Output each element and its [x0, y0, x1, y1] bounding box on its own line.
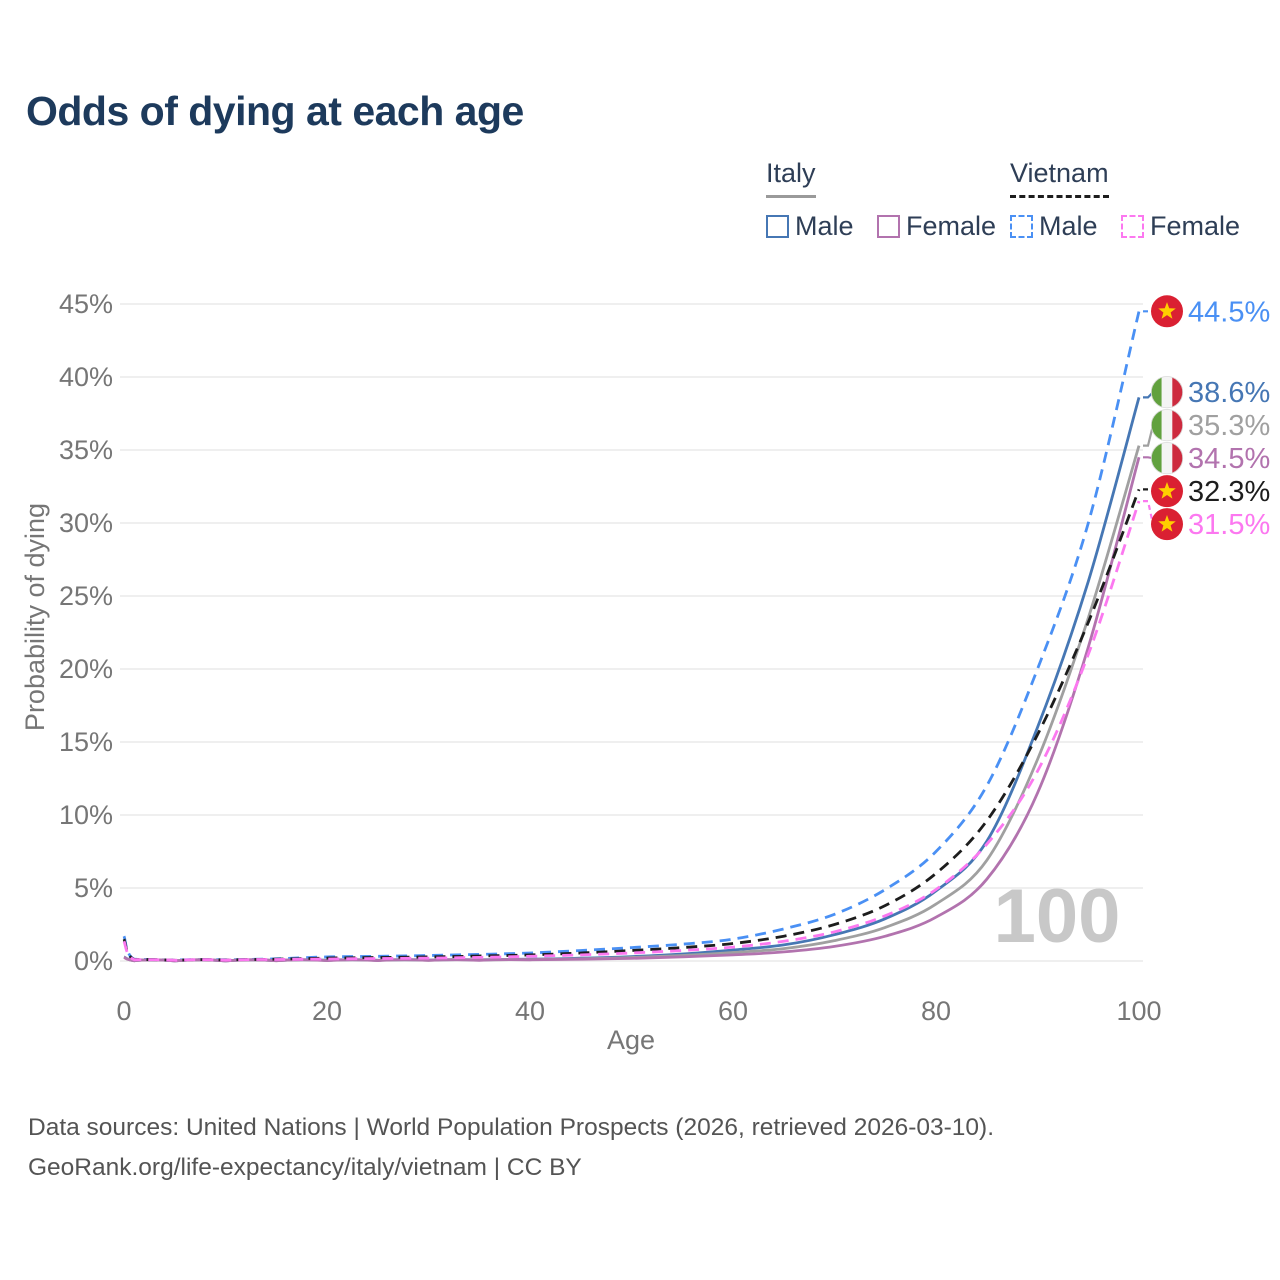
- age-cursor-watermark: 100: [994, 874, 1121, 959]
- vietnam-male-swatch-icon: [1010, 215, 1033, 238]
- legend-label-italy-female: Female: [905, 211, 997, 241]
- line-vietnam-female[interactable]: [122, 500, 1141, 962]
- legend-group-vietnam: Vietnam Male Female: [1010, 158, 1259, 242]
- chart-title: Odds of dying at each age: [26, 88, 524, 134]
- vietnam-flag-icon: [1151, 508, 1183, 541]
- y-tick-label: 5%: [74, 873, 113, 903]
- line-vietnam-male[interactable]: [122, 310, 1141, 962]
- x-tick-label: 80: [921, 996, 951, 1026]
- vietnam-flag-icon: [1151, 475, 1183, 508]
- legend-label-vietnam-female: Female: [1149, 211, 1241, 241]
- x-tick-label: 20: [312, 996, 342, 1026]
- y-tick-label: 25%: [59, 581, 113, 611]
- y-tick-label: 20%: [59, 654, 113, 684]
- legend-item-italy-female[interactable]: Female: [876, 211, 997, 242]
- x-tick-label: 40: [515, 996, 545, 1026]
- gridlines: [120, 303, 1143, 962]
- legend-country-vietnam[interactable]: Vietnam: [1010, 158, 1109, 198]
- legend-group-italy: Italy Male Female: [766, 158, 1015, 242]
- legend-item-vietnam-female[interactable]: Female: [1120, 211, 1241, 242]
- x-tick-label: 0: [116, 996, 131, 1026]
- legend-label-vietnam-male: Male: [1039, 211, 1098, 241]
- license-line: GeoRank.org/life-expectancy/italy/vietna…: [28, 1154, 582, 1181]
- italy-male-swatch-icon: [766, 215, 789, 238]
- y-tick-label: 10%: [59, 800, 113, 830]
- legend-label-italy-male: Male: [795, 211, 854, 241]
- x-axis-title: Age: [607, 1025, 655, 1055]
- y-tick-label: 45%: [59, 289, 113, 319]
- y-tick-label: 35%: [59, 435, 113, 465]
- italy-flag-icon: [1150, 442, 1184, 475]
- data-sources-line: Data sources: United Nations | World Pop…: [28, 1114, 995, 1141]
- y-tick-label: 30%: [59, 508, 113, 538]
- end-value-label: 38.6%: [1188, 377, 1270, 409]
- legend-country-italy[interactable]: Italy: [766, 158, 816, 198]
- y-tick-label: 0%: [74, 946, 113, 976]
- italy-flag-icon: [1150, 409, 1184, 442]
- source-attribution: Data sources: United Nations | World Pop…: [28, 1108, 994, 1188]
- italy-flag-icon: [1150, 376, 1184, 409]
- vietnam-female-swatch-icon: [1120, 215, 1144, 238]
- x-tick-label: 60: [718, 996, 748, 1026]
- line-italy-female[interactable]: [123, 456, 1141, 963]
- end-value-label: 35.3%: [1188, 410, 1270, 442]
- line-italy-male[interactable]: [123, 397, 1141, 963]
- legend-item-vietnam-male[interactable]: Male: [1010, 211, 1098, 242]
- end-value-label: 31.5%: [1188, 509, 1270, 541]
- end-value-label: 34.5%: [1188, 443, 1270, 475]
- y-axis-title: Probability of dying: [20, 503, 50, 731]
- y-tick-label: 15%: [59, 727, 113, 757]
- end-value-label: 44.5%: [1188, 296, 1270, 328]
- vietnam-flag-icon: [1151, 295, 1183, 328]
- line-vietnam-both-sexes[interactable]: [122, 488, 1141, 962]
- legend-item-italy-male[interactable]: Male: [766, 211, 854, 242]
- y-tick-label: 40%: [59, 362, 113, 392]
- end-value-label: 32.3%: [1188, 476, 1270, 508]
- x-tick-label: 100: [1116, 996, 1161, 1026]
- italy-female-swatch-icon: [876, 215, 900, 238]
